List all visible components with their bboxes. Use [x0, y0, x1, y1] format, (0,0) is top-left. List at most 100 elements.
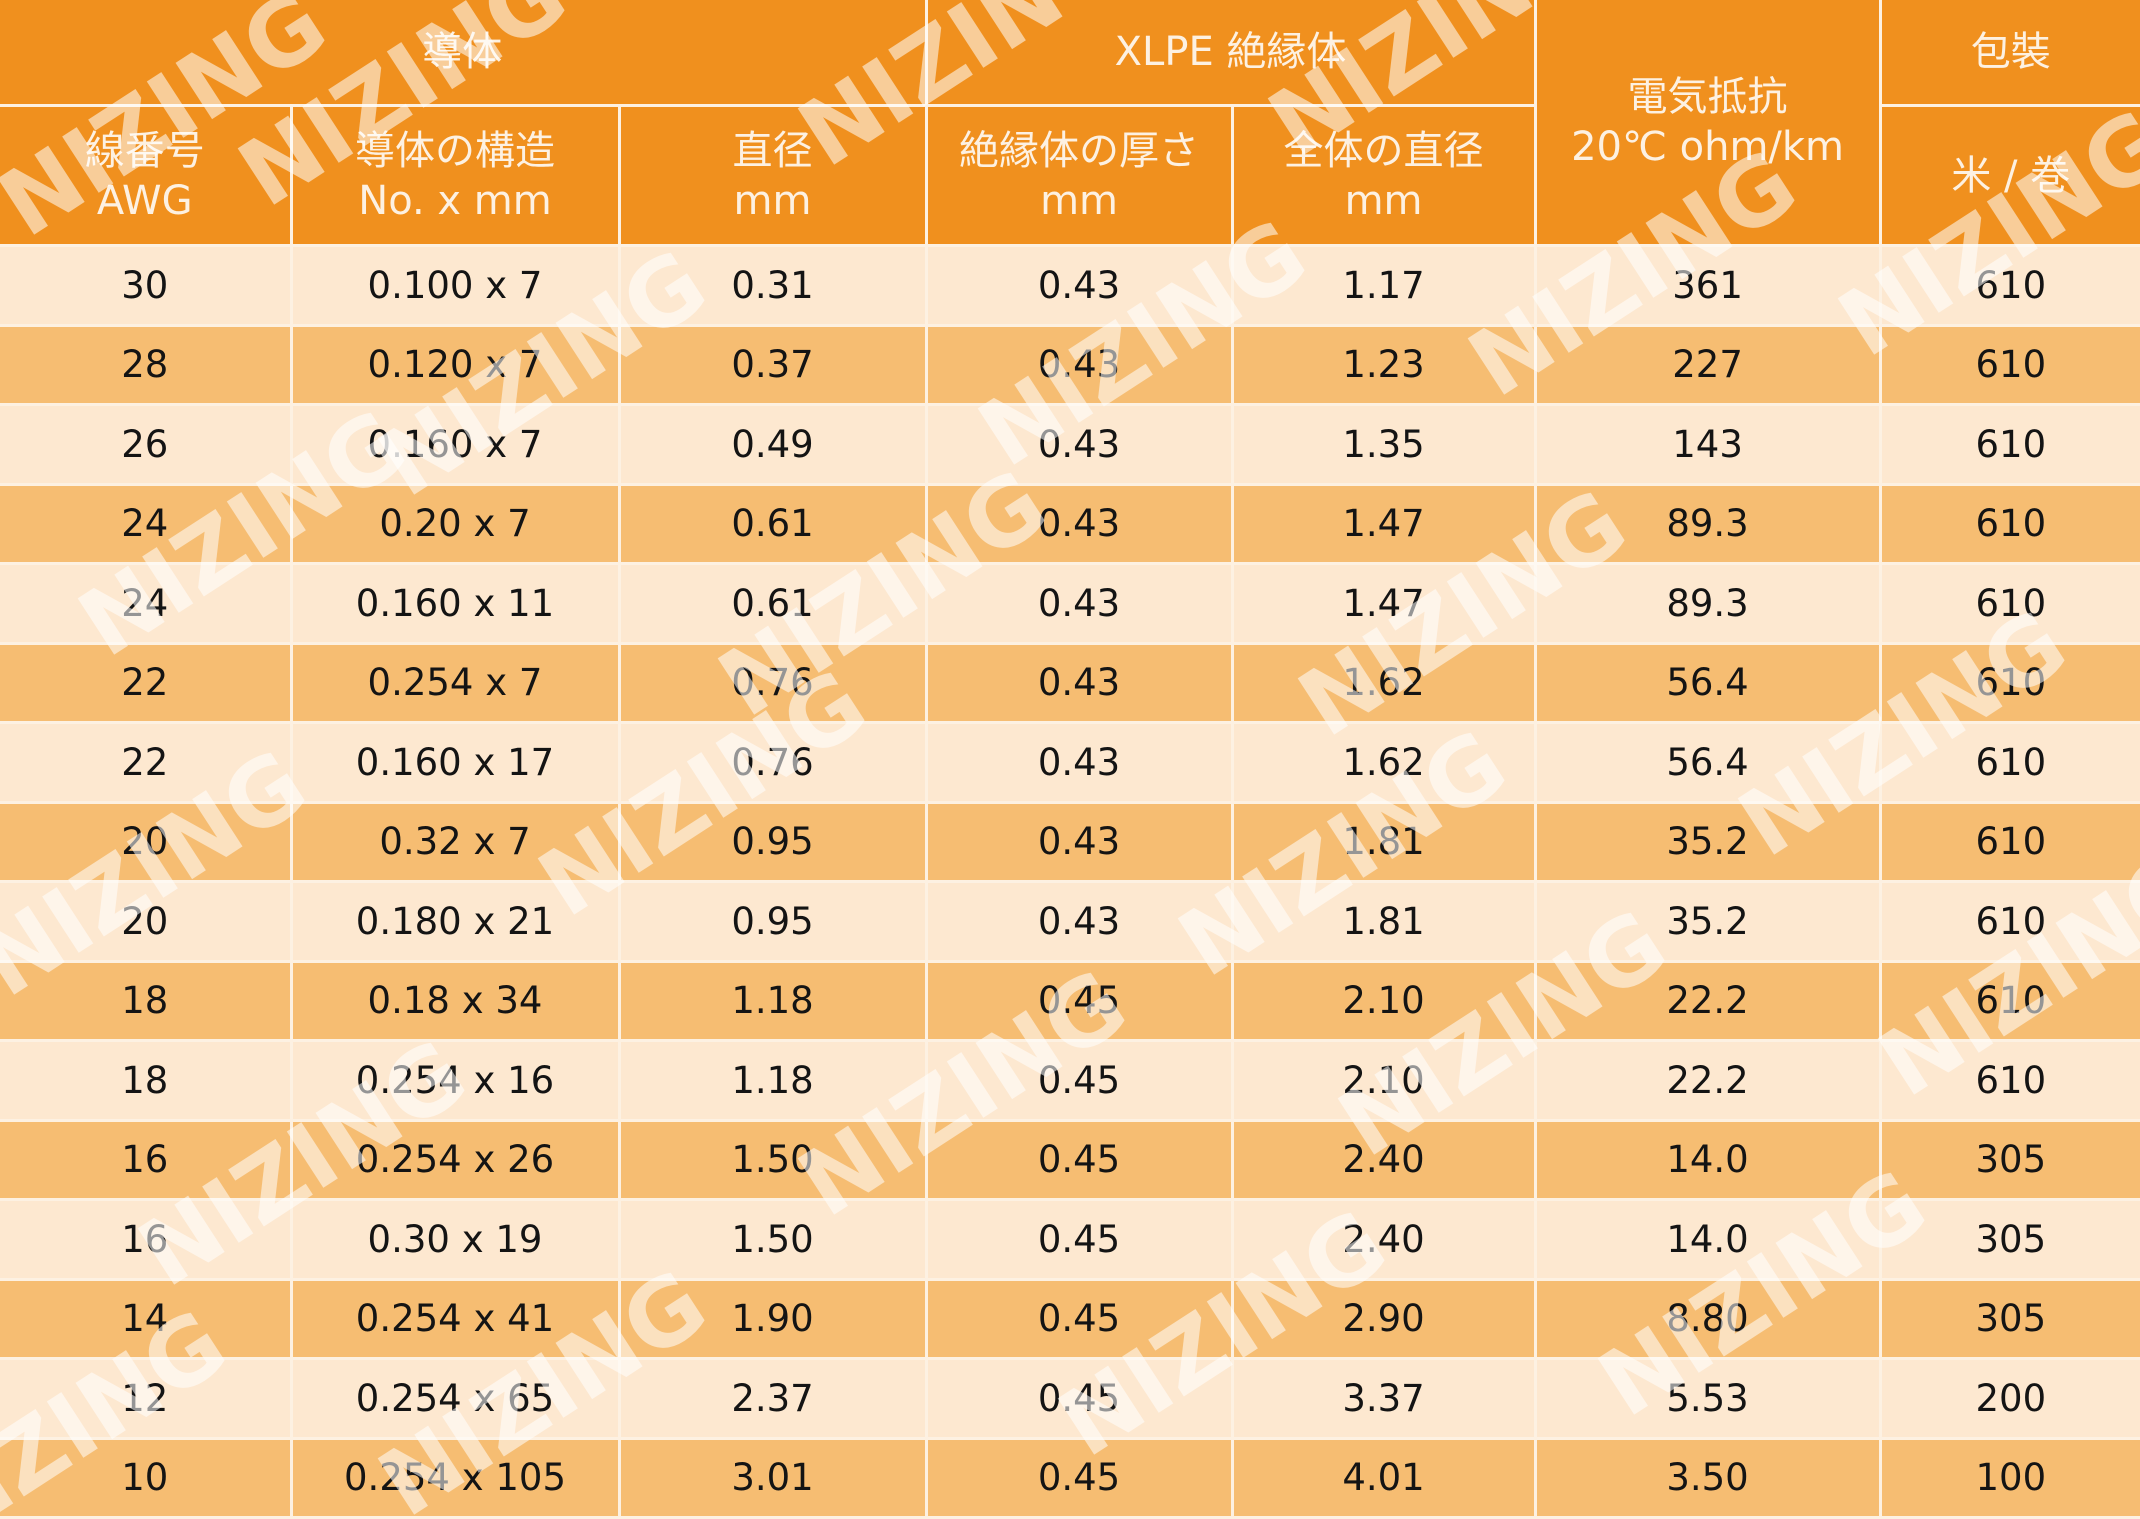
header-awg-line1: 線番号: [84, 127, 205, 174]
cell-diameter: 0.61: [619, 484, 928, 565]
cell-overall-diameter: 2.40: [1232, 1120, 1537, 1201]
cell-resistance: 361: [1535, 245, 1882, 327]
cell-awg: 28: [0, 325, 293, 406]
cell-diameter: 1.50: [619, 1199, 928, 1281]
cell-packaging: 610: [1880, 563, 2140, 645]
cell-overall-diameter: 2.40: [1232, 1199, 1537, 1281]
cell-awg: 18: [0, 961, 293, 1042]
cell-awg: 10: [0, 1438, 293, 1519]
table-row: 26 0.160 x 7 0.49 0.43 1.35 143 610: [0, 404, 2140, 486]
cell-overall-diameter: 1.47: [1232, 563, 1537, 645]
cell-resistance: 89.3: [1535, 563, 1882, 645]
table-row: 14 0.254 x 41 1.90 0.45 2.90 8.80 305: [0, 1279, 2140, 1360]
header-structure-line1: 導体の構造: [355, 127, 555, 174]
cell-awg: 14: [0, 1279, 293, 1360]
cell-packaging: 610: [1880, 881, 2140, 963]
cell-packaging: 305: [1880, 1199, 2140, 1281]
cell-thickness: 0.43: [926, 802, 1234, 883]
cell-structure: 0.254 x 41: [291, 1279, 621, 1360]
cell-overall-diameter: 1.35: [1232, 404, 1537, 486]
cell-awg: 22: [0, 722, 293, 804]
cell-overall-diameter: 1.81: [1232, 881, 1537, 963]
cell-overall-diameter: 2.10: [1232, 1040, 1537, 1122]
cell-thickness: 0.43: [926, 722, 1234, 804]
cell-awg: 16: [0, 1199, 293, 1281]
table-body: 30 0.100 x 7 0.31 0.43 1.17 361 610 28 0.120 x 7…: [0, 245, 2140, 1519]
cell-thickness: 0.43: [926, 484, 1234, 565]
cell-structure: 0.254 x 26: [291, 1120, 621, 1201]
cell-overall-diameter: 1.62: [1232, 643, 1537, 724]
cell-packaging: 610: [1880, 484, 2140, 565]
cell-diameter: 2.37: [619, 1358, 928, 1440]
header-awg-line2: AWG: [96, 177, 193, 224]
cell-overall-diameter: 2.10: [1232, 961, 1537, 1042]
cell-structure: 0.180 x 21: [291, 881, 621, 963]
cell-packaging: 610: [1880, 643, 2140, 724]
cell-resistance: 22.2: [1535, 961, 1882, 1042]
header-diameter-line1: 直径: [732, 127, 813, 174]
header-awg: 線番号 AWG: [0, 105, 293, 247]
header-structure-line2: No. x mm: [358, 177, 552, 224]
cell-awg: 24: [0, 563, 293, 645]
cell-diameter: 1.18: [619, 961, 928, 1042]
cell-packaging: 305: [1880, 1120, 2140, 1201]
header-packaging-group: 包裝: [1880, 0, 2140, 107]
cell-diameter: 0.49: [619, 404, 928, 486]
cell-packaging: 200: [1880, 1358, 2140, 1440]
cell-structure: 0.160 x 7: [291, 404, 621, 486]
table-row: 22 0.254 x 7 0.76 0.43 1.62 56.4 610: [0, 643, 2140, 724]
cell-resistance: 3.50: [1535, 1438, 1882, 1519]
header-insulation-group: XLPE 絶縁体: [926, 0, 1537, 107]
cell-resistance: 8.80: [1535, 1279, 1882, 1360]
cell-overall-diameter: 1.17: [1232, 245, 1537, 327]
cell-resistance: 14.0: [1535, 1120, 1882, 1201]
cell-awg: 26: [0, 404, 293, 486]
cell-diameter: 0.31: [619, 245, 928, 327]
cell-diameter: 0.37: [619, 325, 928, 406]
cell-packaging: 610: [1880, 722, 2140, 804]
cell-packaging: 100: [1880, 1438, 2140, 1519]
cell-awg: 22: [0, 643, 293, 724]
cell-resistance: 35.2: [1535, 802, 1882, 883]
cell-overall-diameter: 2.90: [1232, 1279, 1537, 1360]
cell-resistance: 56.4: [1535, 643, 1882, 724]
table-row: 24 0.20 x 7 0.61 0.43 1.47 89.3 610: [0, 484, 2140, 565]
header-conductor-group: 導体: [0, 0, 928, 107]
cell-thickness: 0.45: [926, 961, 1234, 1042]
cell-awg: 12: [0, 1358, 293, 1440]
cell-diameter: 0.95: [619, 881, 928, 963]
table-row: 18 0.254 x 16 1.18 0.45 2.10 22.2 610: [0, 1040, 2140, 1122]
cell-resistance: 56.4: [1535, 722, 1882, 804]
cell-structure: 0.100 x 7: [291, 245, 621, 327]
cell-thickness: 0.43: [926, 404, 1234, 486]
header-resistance: 電気抵抗 20℃ ohm/km: [1535, 0, 1882, 247]
table-row: 10 0.254 x 105 3.01 0.45 4.01 3.50 100: [0, 1438, 2140, 1519]
cell-diameter: 3.01: [619, 1438, 928, 1519]
cell-thickness: 0.45: [926, 1438, 1234, 1519]
cell-structure: 0.20 x 7: [291, 484, 621, 565]
header-resistance-line2: 20℃ ohm/km: [1571, 124, 1845, 170]
cell-thickness: 0.43: [926, 325, 1234, 406]
cell-overall-diameter: 1.62: [1232, 722, 1537, 804]
cell-resistance: 89.3: [1535, 484, 1882, 565]
cell-diameter: 1.90: [619, 1279, 928, 1360]
table-row: 30 0.100 x 7 0.31 0.43 1.17 361 610: [0, 245, 2140, 327]
cell-resistance: 22.2: [1535, 1040, 1882, 1122]
header-diameter: 直径 mm: [619, 105, 928, 247]
cell-packaging: 610: [1880, 1040, 2140, 1122]
cell-thickness: 0.45: [926, 1279, 1234, 1360]
cell-structure: 0.120 x 7: [291, 325, 621, 406]
header-packaging-unit: 米 / 巻: [1880, 105, 2140, 247]
cell-structure: 0.254 x 7: [291, 643, 621, 724]
cell-awg: 18: [0, 1040, 293, 1122]
cell-awg: 16: [0, 1120, 293, 1201]
cell-structure: 0.254 x 105: [291, 1438, 621, 1519]
header-overall-line1: 全体の直径: [1283, 127, 1484, 174]
cell-packaging: 610: [1880, 245, 2140, 327]
cell-structure: 0.32 x 7: [291, 802, 621, 883]
cell-diameter: 0.95: [619, 802, 928, 883]
cell-overall-diameter: 1.81: [1232, 802, 1537, 883]
header-thickness-line2: mm: [1040, 177, 1118, 224]
cell-thickness: 0.43: [926, 563, 1234, 645]
